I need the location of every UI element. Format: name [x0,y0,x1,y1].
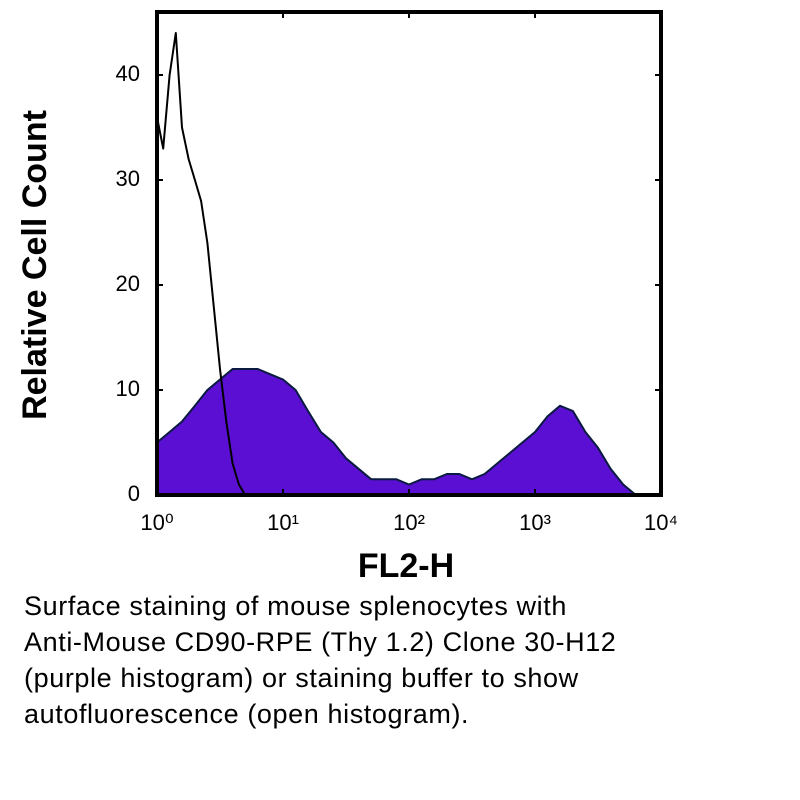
x-tick-label: 10⁴ [644,510,678,535]
x-tick-label: 10¹ [267,510,299,535]
x-tick-label: 10² [393,510,425,535]
y-tick-label: 40 [116,61,140,86]
y-axis-label: Relative Cell Count [16,110,54,420]
caption-line: autofluorescence (open histogram). [24,699,470,729]
chart: Relative Cell Count FL2-H 0 10 20 30 40 10⁰ 10… [16,10,678,585]
plot-frame [155,10,663,497]
x-axis-label: FL2-H [358,547,454,585]
y-tick-label: 20 [116,271,140,296]
caption: Surface staining of mouse splenocytes wi… [24,588,794,732]
y-tick-label: 0 [128,481,140,506]
x-tick-label: 10³ [519,510,551,535]
histogram-area [156,368,662,496]
histogram-line [156,32,258,496]
y-tick-label: 10 [116,376,140,401]
x-tick-label: 10⁰ [140,510,173,535]
caption-line: Surface staining of mouse splenocytes wi… [24,591,567,621]
y-tick-label: 30 [116,166,140,191]
caption-line: Anti-Mouse CD90-RPE (Thy 1.2) Clone 30-H… [24,627,617,657]
caption-line: (purple histogram) or staining buffer to… [24,663,579,693]
